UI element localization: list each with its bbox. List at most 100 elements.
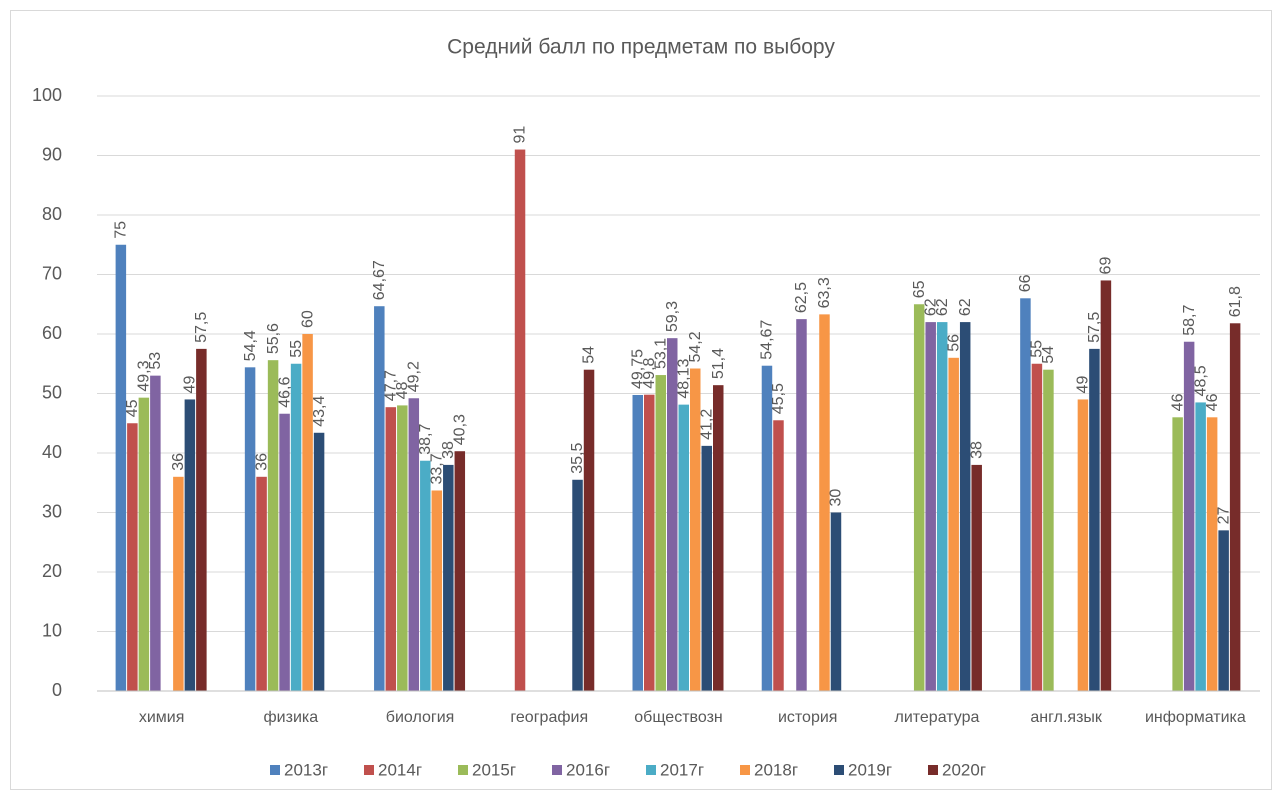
data-label: 49 — [182, 376, 199, 394]
legend-label: 2014г — [378, 760, 422, 779]
bar — [632, 394, 643, 691]
bar — [374, 306, 385, 691]
bar — [279, 413, 290, 691]
x-tick-label: информатика — [1145, 709, 1246, 726]
data-label: 45,5 — [770, 383, 787, 414]
data-label: 35,5 — [569, 443, 586, 474]
bar — [290, 363, 302, 691]
bar — [701, 445, 712, 691]
bar — [773, 420, 784, 691]
data-label: 62,5 — [793, 282, 810, 313]
data-label: 48 — [394, 382, 411, 400]
data-label: 55,6 — [265, 323, 282, 354]
bar — [150, 375, 161, 691]
bar — [948, 357, 959, 691]
bar — [830, 512, 842, 691]
data-label: 49,75 — [629, 349, 646, 389]
data-label: 45 — [124, 399, 141, 417]
legend-label: 2020г — [942, 760, 986, 779]
bar — [431, 490, 443, 691]
data-label: 43,4 — [311, 396, 328, 427]
bar — [572, 479, 583, 691]
bar — [913, 304, 925, 691]
y-tick-label: 70 — [42, 263, 62, 283]
x-tick-label: география — [510, 709, 588, 726]
data-label: 60 — [299, 310, 316, 328]
bar — [1183, 341, 1195, 691]
legend-label: 2016г — [566, 760, 610, 779]
chart-title: Средний балл по предметам по выбору — [447, 36, 835, 59]
data-label: 57,5 — [193, 312, 210, 343]
data-label: 47,7 — [383, 370, 400, 401]
data-label: 54 — [581, 346, 598, 364]
bar — [925, 322, 936, 691]
bar — [959, 322, 971, 691]
bar — [1020, 298, 1031, 691]
data-label: 48,13 — [675, 358, 692, 398]
bar — [1100, 280, 1112, 691]
data-label: 33,7 — [429, 453, 446, 484]
y-tick-label: 60 — [42, 323, 62, 343]
data-label: 91 — [512, 126, 529, 144]
legend-swatch — [270, 765, 280, 775]
bar — [1229, 323, 1241, 691]
data-label: 62 — [934, 298, 951, 316]
y-tick-label: 80 — [42, 204, 62, 224]
data-label: 46 — [1204, 393, 1221, 411]
data-label: 75 — [113, 221, 130, 239]
bar — [667, 338, 678, 691]
data-label: 40,3 — [452, 414, 469, 445]
bar — [397, 405, 408, 691]
bar — [1195, 402, 1206, 691]
bar — [443, 464, 454, 691]
bar — [655, 375, 666, 691]
data-label: 69 — [1098, 257, 1115, 275]
x-tick-label: физика — [264, 709, 319, 726]
data-label: 62 — [922, 298, 939, 316]
x-tick-label: история — [778, 709, 837, 726]
bar — [256, 476, 267, 691]
data-label: 53,1 — [652, 338, 669, 369]
bar — [819, 314, 830, 691]
y-tick-label: 50 — [42, 382, 62, 402]
bar — [184, 399, 196, 691]
y-tick-label: 20 — [42, 561, 62, 581]
data-label: 58,7 — [1181, 304, 1198, 335]
data-label: 61,8 — [1227, 286, 1244, 317]
bar — [196, 348, 207, 691]
data-label: 41,2 — [698, 409, 715, 440]
bar — [761, 365, 773, 691]
data-label: 49,3 — [136, 360, 153, 391]
data-label: 38,7 — [417, 423, 434, 454]
data-label: 54 — [1040, 346, 1057, 364]
data-label: 38 — [968, 441, 985, 459]
bar — [420, 460, 431, 691]
legend-label: 2015г — [472, 760, 516, 779]
x-tick-label: обществозн — [634, 709, 722, 726]
y-tick-label: 0 — [52, 680, 62, 700]
data-label: 62 — [957, 298, 974, 316]
bar — [244, 367, 256, 691]
y-tick-label: 10 — [42, 620, 62, 640]
y-tick-label: 90 — [42, 144, 62, 164]
bar — [454, 451, 466, 691]
bar — [302, 334, 313, 691]
bar — [583, 369, 595, 691]
bar — [514, 149, 526, 692]
data-label: 30 — [828, 489, 845, 507]
bar — [1043, 369, 1054, 691]
data-label: 65 — [911, 280, 928, 298]
bar — [138, 397, 150, 691]
data-label: 36 — [253, 453, 270, 471]
data-label: 54,4 — [242, 330, 259, 361]
x-tick-label: англ.язык — [1030, 709, 1103, 726]
bar — [713, 385, 724, 691]
legend-swatch — [364, 765, 374, 775]
data-label: 55 — [288, 340, 305, 358]
legend-swatch — [646, 765, 656, 775]
bar — [1206, 417, 1218, 691]
legend-label: 2013г — [284, 760, 328, 779]
bar — [936, 322, 948, 691]
legend-swatch — [834, 765, 844, 775]
